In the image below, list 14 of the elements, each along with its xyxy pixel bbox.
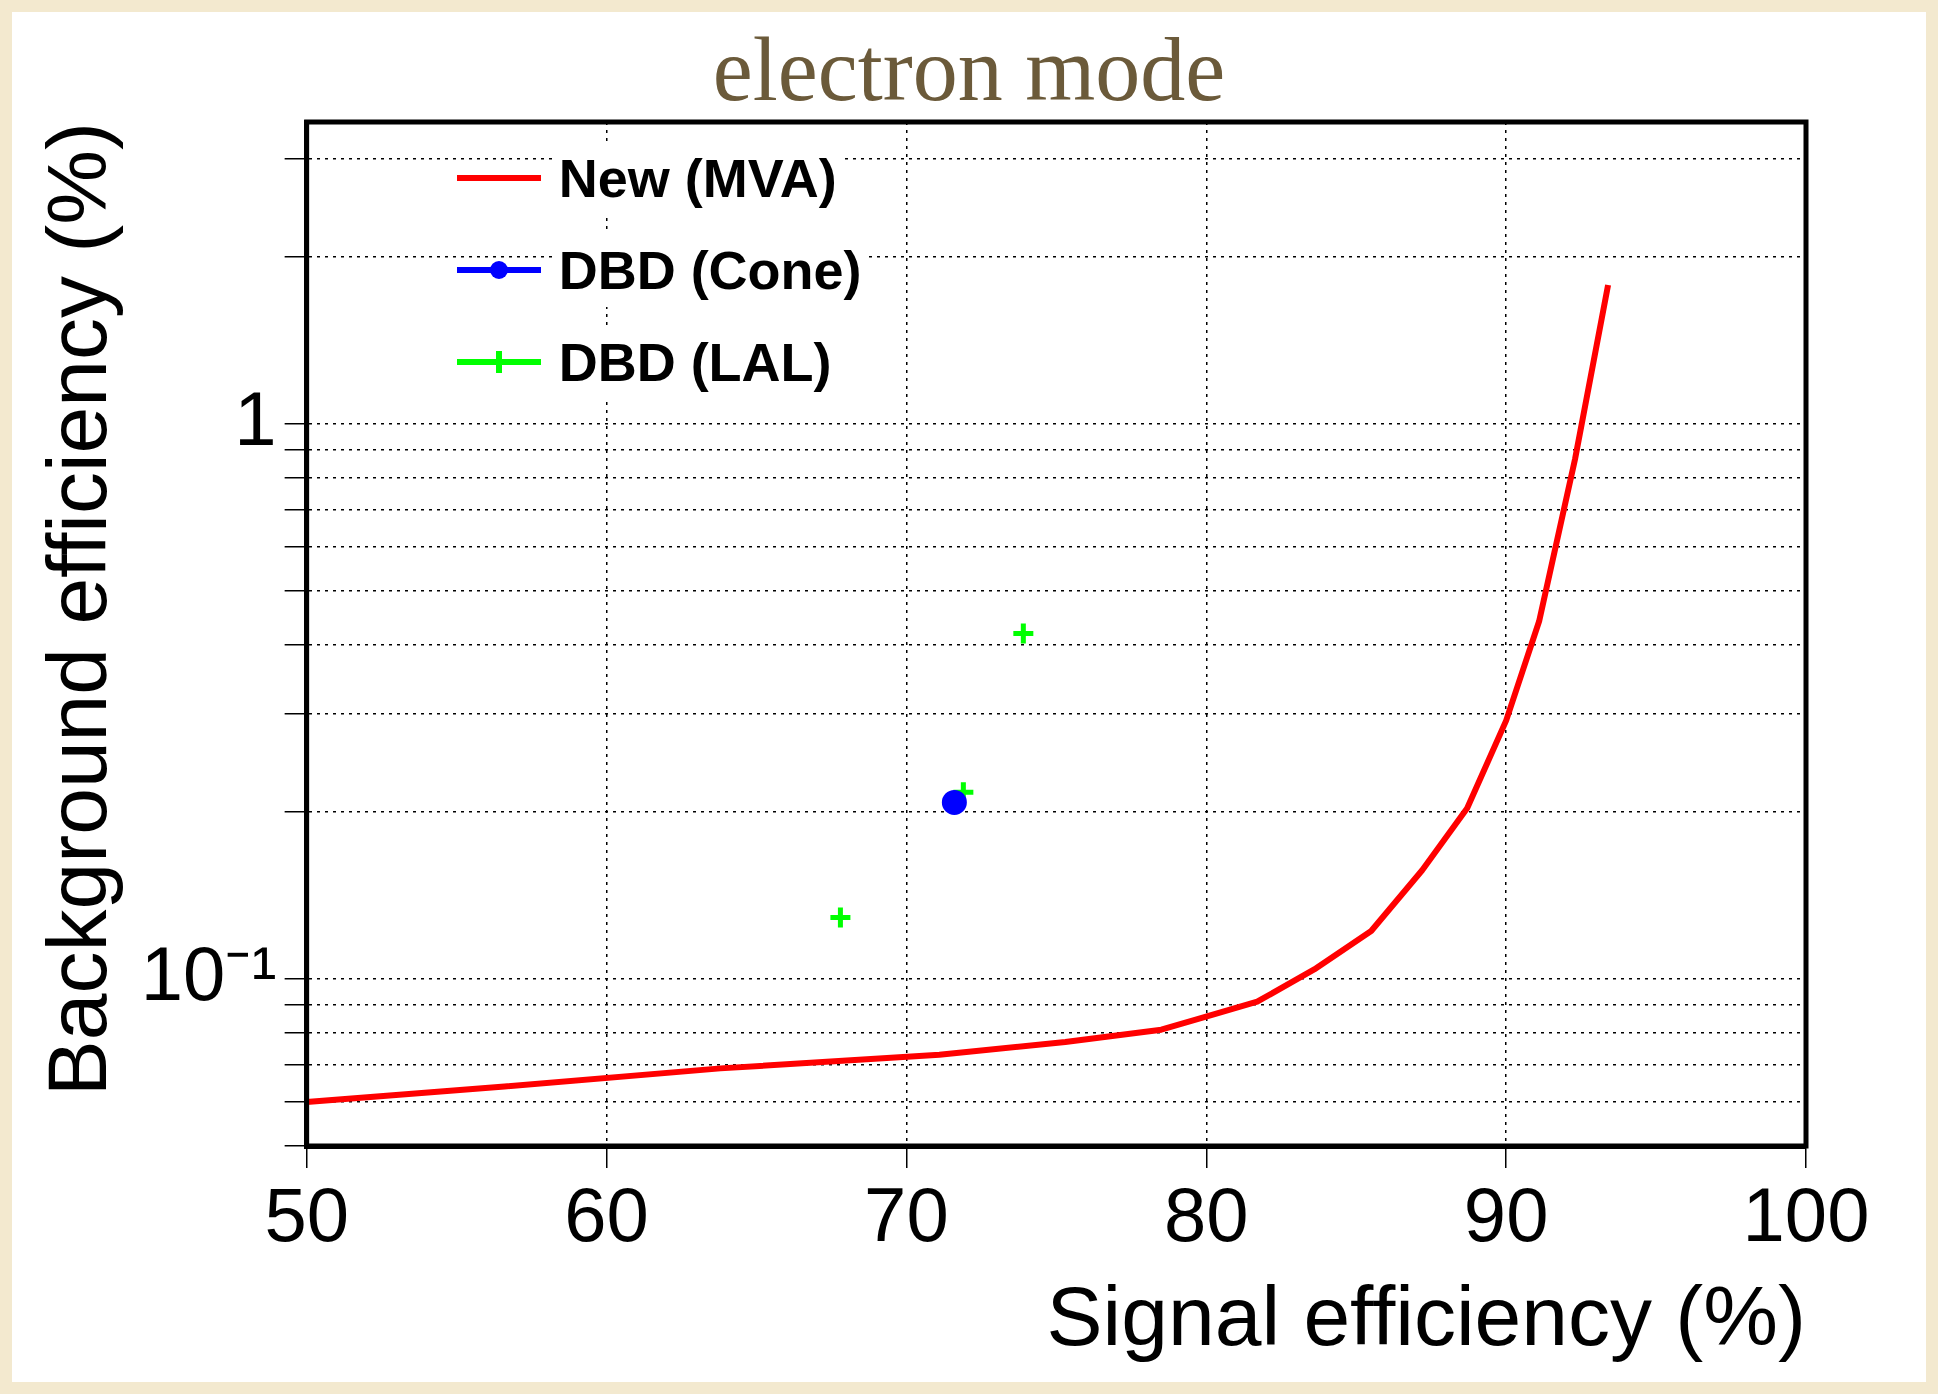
legend-label: DBD (Cone) xyxy=(554,233,866,307)
y-tick-label: 10⁻¹ xyxy=(140,930,277,1016)
legend-label: New (MVA) xyxy=(554,141,841,215)
x-axis-title: Signal efficiency (%) xyxy=(1046,1268,1806,1363)
x-tick-label: 60 xyxy=(564,1171,649,1257)
legend-label: DBD (LAL) xyxy=(554,325,836,399)
x-tick-label: 80 xyxy=(1163,1171,1249,1257)
chart-title: electron mode xyxy=(711,19,1227,121)
x-tick-label: 50 xyxy=(264,1171,349,1257)
x-tick-label: 100 xyxy=(1742,1171,1870,1257)
y-tick-label: 1 xyxy=(234,375,277,461)
x-tick-label: 70 xyxy=(864,1171,949,1257)
x-tick-label: 90 xyxy=(1463,1171,1549,1257)
y-axis-title: Background efficiency (%) xyxy=(29,122,124,1097)
